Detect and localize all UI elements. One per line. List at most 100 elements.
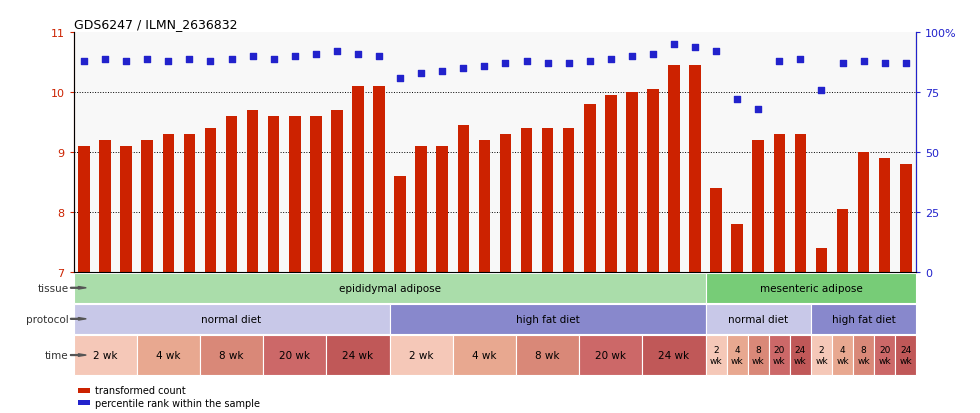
Point xyxy=(266,56,281,63)
Text: 4 wk: 4 wk xyxy=(156,350,180,360)
Bar xyxy=(74,304,390,334)
Bar xyxy=(706,335,727,375)
Point xyxy=(203,59,219,65)
Point xyxy=(540,61,556,67)
Bar xyxy=(520,129,532,273)
Bar xyxy=(896,335,916,375)
Text: 2
wk: 2 wk xyxy=(815,346,828,365)
Point xyxy=(624,54,640,60)
Bar xyxy=(225,117,237,273)
Bar xyxy=(790,335,811,375)
Bar xyxy=(268,117,279,273)
Text: time: time xyxy=(45,350,69,360)
Bar xyxy=(121,147,132,273)
Point xyxy=(350,51,366,58)
Point xyxy=(709,49,724,55)
Bar xyxy=(727,335,748,375)
Point xyxy=(476,63,492,70)
Bar xyxy=(74,273,706,303)
Bar xyxy=(832,335,854,375)
Point xyxy=(414,71,429,77)
Point xyxy=(223,56,239,63)
Point xyxy=(456,66,471,72)
Bar xyxy=(858,153,869,273)
Bar xyxy=(815,249,827,273)
Bar xyxy=(689,66,701,273)
Point xyxy=(392,75,408,82)
Point xyxy=(287,54,303,60)
Point xyxy=(119,59,134,65)
Bar xyxy=(542,129,554,273)
Text: GDS6247 / ILMN_2636832: GDS6247 / ILMN_2636832 xyxy=(74,17,237,31)
Bar xyxy=(706,304,811,334)
Bar xyxy=(500,135,512,273)
Bar xyxy=(773,135,785,273)
Bar xyxy=(731,225,743,273)
Point xyxy=(771,59,787,65)
Text: 24 wk: 24 wk xyxy=(659,350,690,360)
Text: mesenteric adipose: mesenteric adipose xyxy=(760,283,862,293)
Bar xyxy=(453,335,516,375)
Text: normal diet: normal diet xyxy=(728,314,788,324)
Text: 4
wk: 4 wk xyxy=(836,346,849,365)
Bar xyxy=(373,87,385,273)
Text: 2 wk: 2 wk xyxy=(93,350,118,360)
Point xyxy=(666,42,682,48)
Bar xyxy=(390,304,706,334)
Bar xyxy=(854,335,874,375)
Bar xyxy=(584,105,596,273)
Point xyxy=(856,59,871,65)
Bar xyxy=(247,111,259,273)
Bar xyxy=(753,141,764,273)
Bar xyxy=(458,126,469,273)
Bar xyxy=(99,141,111,273)
Point xyxy=(371,54,387,60)
Bar xyxy=(706,273,916,303)
Text: 20
wk: 20 wk xyxy=(878,346,891,365)
Bar xyxy=(643,335,706,375)
Bar xyxy=(200,335,263,375)
Bar xyxy=(647,90,659,273)
Bar xyxy=(874,335,896,375)
Point xyxy=(603,56,618,63)
Bar xyxy=(136,335,200,375)
Point xyxy=(835,61,851,67)
Point xyxy=(645,51,661,58)
Bar xyxy=(668,66,680,273)
Point xyxy=(751,107,766,113)
Text: 2 wk: 2 wk xyxy=(409,350,433,360)
Text: 24 wk: 24 wk xyxy=(342,350,373,360)
Bar xyxy=(605,96,616,273)
Point xyxy=(76,59,92,65)
Text: 8
wk: 8 wk xyxy=(752,346,764,365)
Text: 4 wk: 4 wk xyxy=(472,350,497,360)
Text: epididymal adipose: epididymal adipose xyxy=(338,283,441,293)
Bar xyxy=(710,189,722,273)
Point xyxy=(898,61,913,67)
Point xyxy=(687,44,703,51)
Point xyxy=(308,51,323,58)
Point xyxy=(245,54,261,60)
Point xyxy=(139,56,155,63)
Bar xyxy=(331,111,343,273)
Bar xyxy=(183,135,195,273)
Text: tissue: tissue xyxy=(37,283,69,293)
Bar xyxy=(748,335,769,375)
Bar xyxy=(78,147,90,273)
Point xyxy=(329,49,345,55)
Bar xyxy=(394,177,406,273)
Point xyxy=(561,61,576,67)
Text: high fat diet: high fat diet xyxy=(515,314,579,324)
Text: 20
wk: 20 wk xyxy=(773,346,786,365)
Text: 24
wk: 24 wk xyxy=(794,346,807,365)
Text: transformed count: transformed count xyxy=(95,385,186,395)
Bar xyxy=(516,335,579,375)
Bar xyxy=(163,135,174,273)
Bar xyxy=(879,159,891,273)
Point xyxy=(181,56,197,63)
Bar xyxy=(837,210,849,273)
Point xyxy=(97,56,113,63)
Point xyxy=(518,59,534,65)
Bar xyxy=(795,135,807,273)
Bar xyxy=(478,141,490,273)
